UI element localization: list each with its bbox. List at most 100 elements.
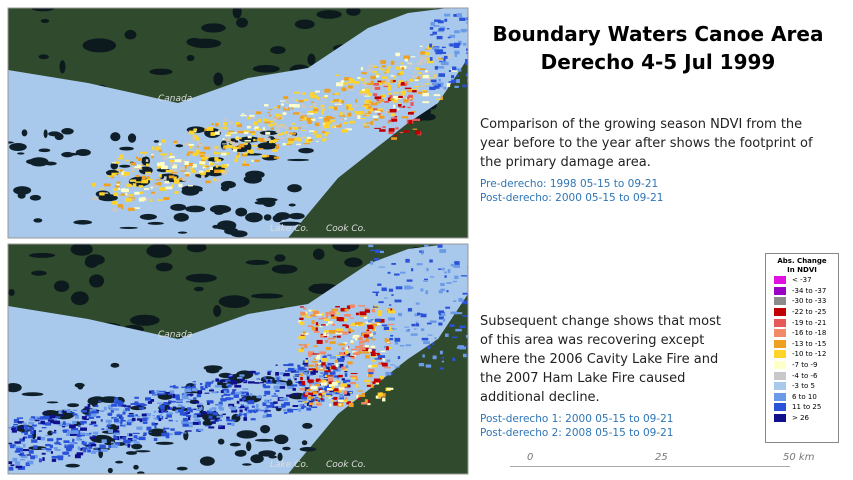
legend-label: -34 to -37 (792, 286, 827, 295)
pixel-cluster (188, 130, 195, 135)
pixel-cluster (162, 156, 168, 160)
pixel-cluster (370, 381, 374, 383)
pixel-cluster (324, 94, 328, 97)
pixel-cluster (159, 409, 162, 414)
pixel-cluster (185, 430, 192, 432)
pixel-cluster (160, 161, 165, 166)
pixel-cluster (355, 384, 359, 388)
pixel-cluster (83, 448, 87, 453)
pixel-cluster (333, 375, 338, 378)
pixel-cluster (291, 409, 298, 411)
lake (157, 393, 173, 400)
pixel-cluster (391, 137, 398, 140)
pixel-cluster (287, 385, 295, 389)
pixel-cluster (303, 368, 307, 370)
pixel-cluster (122, 411, 126, 415)
pixel-cluster (370, 86, 378, 91)
pixel-cluster (438, 310, 445, 315)
pixel-cluster (145, 163, 149, 167)
pixel-cluster (262, 416, 267, 418)
pixel-cluster (17, 466, 23, 470)
pixel-cluster (334, 106, 338, 111)
pixel-cluster (310, 118, 316, 121)
pixel-cluster (165, 433, 173, 436)
pixel-cluster (339, 352, 345, 355)
pixel-cluster (241, 113, 245, 115)
pixel-cluster (123, 423, 126, 428)
pixel-cluster (329, 341, 336, 344)
pixel-cluster (421, 337, 429, 341)
pixel-cluster (72, 409, 78, 411)
pixel-cluster (395, 52, 400, 57)
pixel-cluster (254, 372, 260, 375)
pixel-cluster (273, 122, 277, 126)
pixel-cluster (114, 185, 120, 188)
pixel-cluster (423, 341, 430, 345)
pixel-cluster (453, 44, 460, 48)
lake (82, 38, 117, 53)
pixel-cluster (368, 372, 374, 375)
pixel-cluster (109, 408, 112, 410)
pixel-cluster (366, 68, 373, 72)
pixel-cluster (246, 125, 251, 129)
pixel-cluster (156, 415, 162, 418)
pixel-cluster (334, 102, 342, 104)
pixel-cluster (31, 439, 38, 443)
pixel-cluster (203, 165, 209, 168)
pixel-cluster (386, 308, 391, 311)
pixel-cluster (350, 375, 357, 378)
scale-label: 0 (527, 452, 534, 463)
pixel-cluster (192, 388, 198, 391)
pixel-cluster (407, 308, 413, 312)
pixel-cluster (311, 133, 315, 135)
lake (271, 264, 298, 274)
pixel-cluster (201, 156, 209, 160)
pixel-cluster (264, 121, 271, 124)
pixel-cluster (284, 126, 289, 130)
lake (213, 72, 224, 86)
pixel-cluster (123, 439, 131, 441)
pixel-cluster (326, 366, 331, 371)
pixel-cluster (320, 96, 328, 99)
pixel-cluster (381, 83, 389, 86)
pixel-cluster (124, 439, 131, 444)
pixel-cluster (337, 399, 344, 403)
pixel-cluster (402, 105, 406, 108)
pixel-cluster (210, 132, 216, 136)
pixel-cluster (192, 414, 200, 419)
pixel-cluster (103, 406, 107, 411)
pixel-cluster (318, 388, 322, 391)
pixel-cluster (387, 342, 392, 344)
pixel-cluster (221, 171, 227, 175)
pixel-cluster (95, 415, 101, 419)
pixel-cluster (44, 412, 48, 414)
pixel-cluster (59, 414, 64, 416)
pixel-cluster (408, 67, 413, 69)
pixel-cluster (355, 312, 359, 316)
pixel-cluster (302, 92, 306, 96)
pixel-cluster (340, 118, 343, 121)
pixel-cluster (311, 320, 315, 324)
pixel-cluster (76, 452, 84, 456)
pixel-cluster (81, 440, 85, 445)
pixel-cluster (184, 173, 190, 177)
pixel-cluster (120, 422, 123, 425)
pixel-cluster (187, 151, 194, 154)
pixel-cluster (222, 138, 225, 141)
pixel-cluster (247, 135, 252, 139)
pixel-cluster (379, 362, 384, 365)
pixel-cluster (328, 321, 333, 324)
pixel-cluster (409, 78, 414, 82)
legend-label: 11 to 25 (792, 403, 822, 412)
pixel-cluster (450, 263, 455, 267)
pixel-cluster (372, 327, 376, 331)
pixel-cluster (344, 118, 347, 120)
lake (149, 68, 173, 75)
pixel-cluster (322, 365, 326, 369)
pixel-cluster (297, 364, 301, 368)
pixel-cluster (323, 388, 328, 393)
pixel-cluster (209, 389, 214, 392)
pixel-cluster (122, 419, 126, 422)
pixel-cluster (183, 392, 187, 397)
pixel-cluster (364, 94, 371, 97)
